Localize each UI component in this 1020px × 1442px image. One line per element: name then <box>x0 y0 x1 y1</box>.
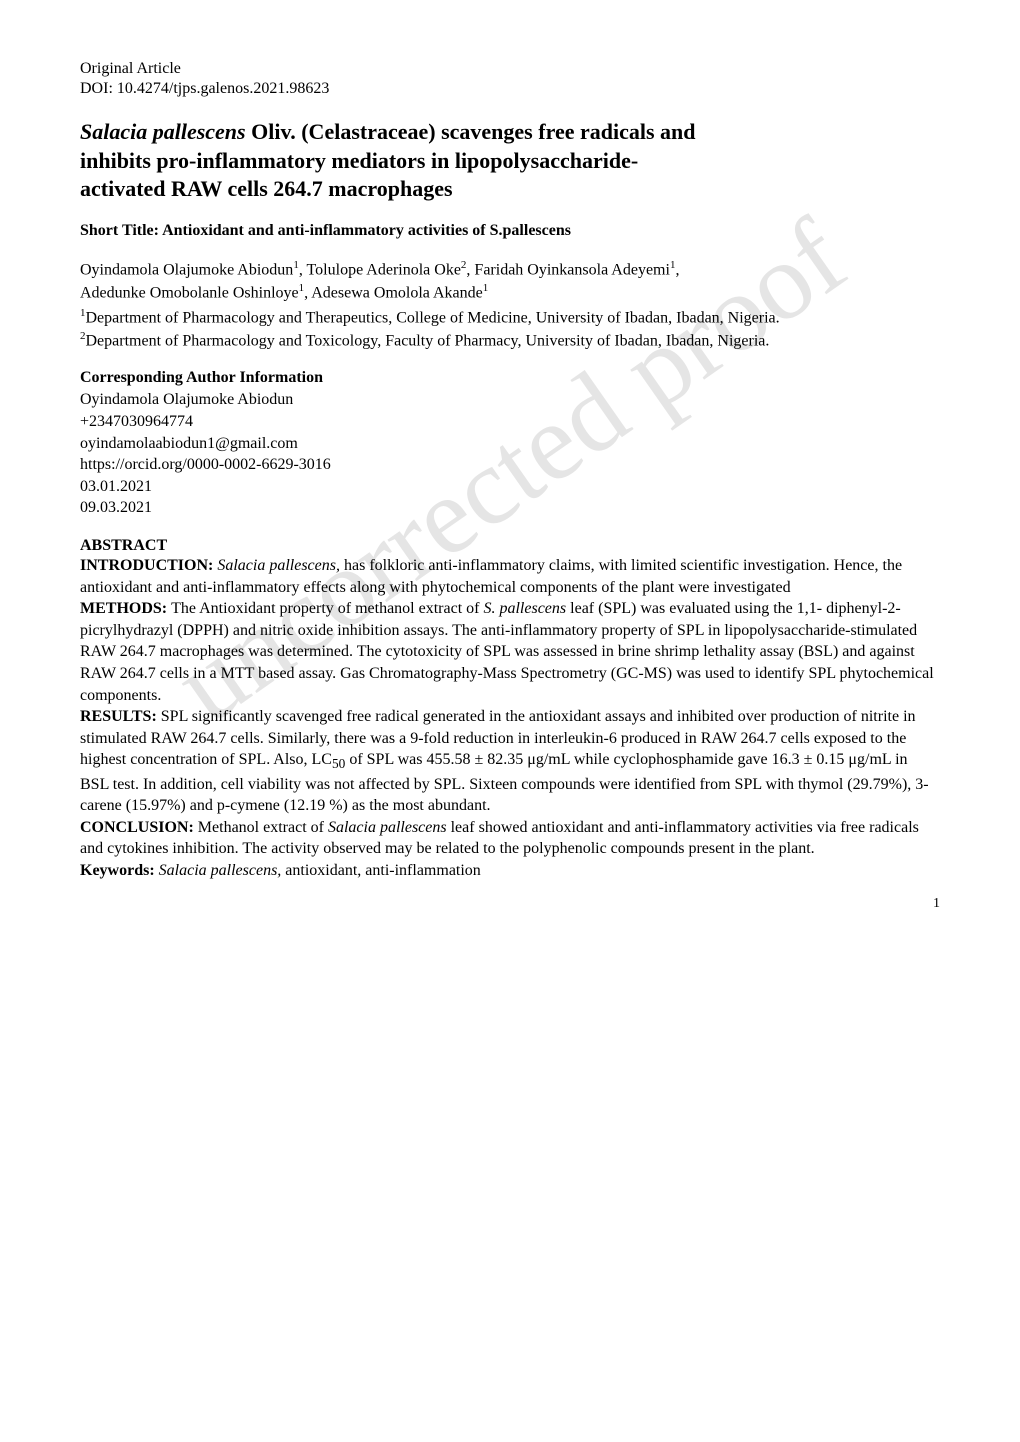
author-1: Oyindamola Olajumoke Abiodun <box>80 261 293 278</box>
abstract-results: RESULTS: SPL significantly scavenged fre… <box>80 706 940 817</box>
corresponding-name: Oyindamola Olajumoke Abiodun <box>80 389 940 411</box>
affiliation-2: 2Department of Pharmacology and Toxicolo… <box>80 329 940 352</box>
corresponding-date-2: 09.03.2021 <box>80 497 940 519</box>
methods-italic: S. pallescens <box>483 600 566 617</box>
corresponding-orcid: https://orcid.org/0000-0002-6629-3016 <box>80 454 940 476</box>
authors-block: Oyindamola Olajumoke Abiodun 1 , Tolulope … <box>80 258 940 304</box>
results-label: RESULTS: <box>80 708 161 725</box>
page-content: Original Article DOI: 10.4274/tjps.galen… <box>80 60 940 882</box>
corresponding-phone: +2347030964774 <box>80 411 940 433</box>
methods-label: METHODS: <box>80 600 171 617</box>
keywords-italic: Salacia pallescens, <box>159 862 282 879</box>
intro-italic: Salacia pallescens, <box>217 557 340 574</box>
keywords-line: Keywords: Salacia pallescens, antioxidan… <box>80 860 940 882</box>
affiliation-1: 1Department of Pharmacology and Therapeu… <box>80 306 940 329</box>
page-number: 1 <box>933 896 940 912</box>
abstract-introduction: INTRODUCTION: Salacia pallescens, has fo… <box>80 555 940 598</box>
conclusion-label: CONCLUSION: <box>80 819 198 836</box>
abstract-conclusion: CONCLUSION: Methanol extract of Salacia … <box>80 817 940 860</box>
doi-text: DOI: 10.4274/tjps.galenos.2021.98623 <box>80 80 940 98</box>
title-line-1-rest: Oliv. (Celastraceae) scavenges free radi… <box>246 119 696 144</box>
abstract-section: ABSTRACT INTRODUCTION: Salacia pallescen… <box>80 537 940 881</box>
keywords-label: Keywords: <box>80 862 159 879</box>
abstract-heading: ABSTRACT <box>80 537 940 555</box>
title-italic-species: Salacia pallescens <box>80 119 246 144</box>
article-type: Original Article <box>80 60 940 78</box>
author-line1-end: , <box>675 261 679 278</box>
title-line-3: activated RAW cells 264.7 macrophages <box>80 175 940 204</box>
short-title: Short Title: Antioxidant and anti-inflam… <box>80 222 940 240</box>
keywords-text: antioxidant, anti-inflammation <box>281 862 481 879</box>
aff-2-text: Department of Pharmacology and Toxicolog… <box>86 332 770 349</box>
corresponding-email: oyindamolaabiodun1@gmail.com <box>80 433 940 455</box>
conclusion-italic: Salacia pallescens <box>328 819 447 836</box>
methods-text-before: The Antioxidant property of methanol ext… <box>171 600 483 617</box>
aff-1-text: Department of Pharmacology and Therapeut… <box>86 309 780 326</box>
author-3-sep: , Faridah Oyinkansola Adeyemi <box>466 261 670 278</box>
results-subscript: 50 <box>332 757 345 772</box>
corresponding-heading: Corresponding Author Information <box>80 369 940 387</box>
author-sup-5: 1 <box>483 282 489 294</box>
title-line-1: Salacia pallescens Oliv. (Celastraceae) … <box>80 118 940 147</box>
author-5-sep: , Adesewa Omolola Akande <box>304 284 483 301</box>
title-block: Salacia pallescens Oliv. (Celastraceae) … <box>80 118 940 204</box>
author-4: Adedunke Omobolanle Oshinloye <box>80 284 299 301</box>
title-line-2: inhibits pro-inflammatory mediators in l… <box>80 147 940 176</box>
abstract-methods: METHODS: The Antioxidant property of met… <box>80 598 940 706</box>
conclusion-text-before: Methanol extract of <box>198 819 328 836</box>
intro-label: INTRODUCTION: <box>80 557 217 574</box>
corresponding-date-1: 03.01.2021 <box>80 476 940 498</box>
author-2-sep: , Tolulope Aderinola Oke <box>299 261 461 278</box>
